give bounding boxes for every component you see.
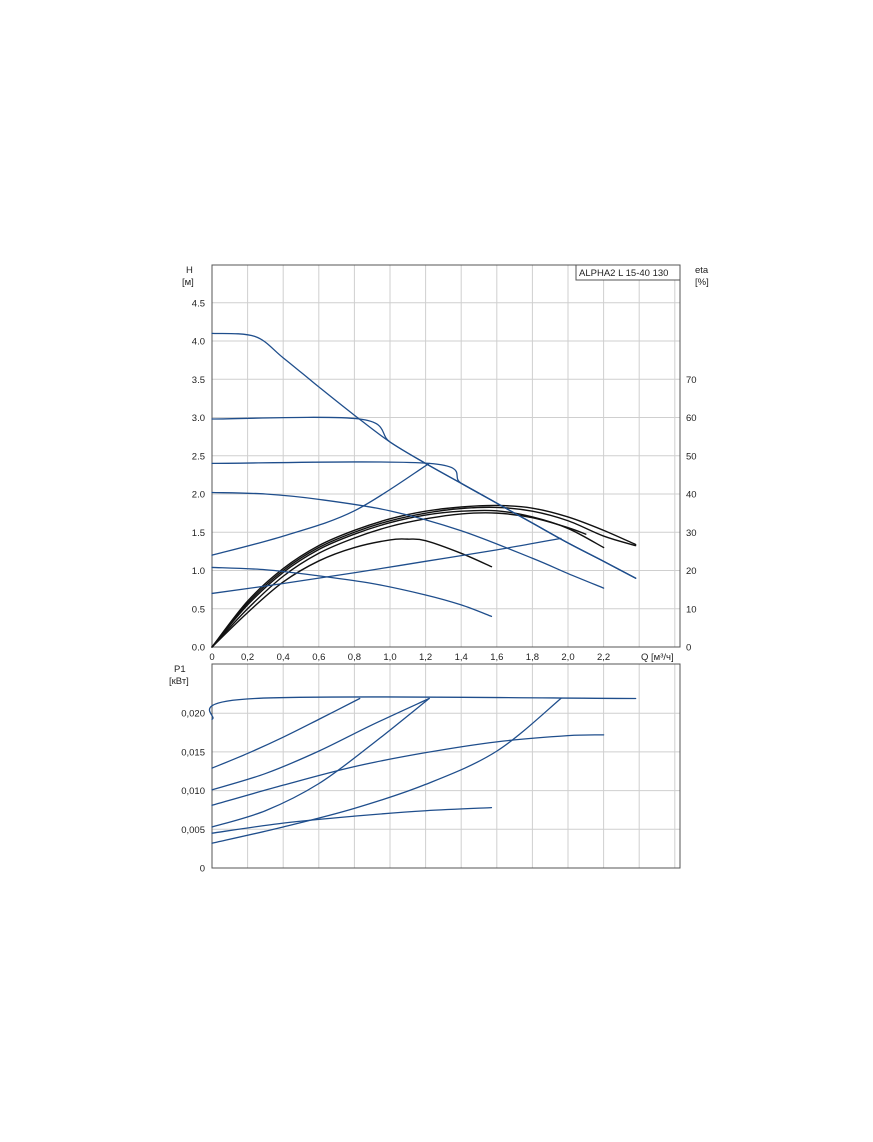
head-curve [211,461,637,579]
efficiency-curve [211,506,637,648]
model-label-box [575,264,681,281]
flow-tick-label: 2,2 [597,652,610,663]
flow-tick-label: 1,2 [419,652,432,663]
flow-tick-label: 1,0 [383,652,396,663]
power-curve [211,734,605,806]
flow-tick-label: 2,0 [561,652,574,663]
flow-tick-label: 0,4 [277,652,290,663]
head-tick-label: 2.5 [192,451,205,462]
eta-tick-label: 60 [686,413,697,424]
head-plot-frame [211,264,681,648]
head-tick-label: 1.0 [192,566,205,577]
power-tick-label: 0,010 [181,786,205,797]
power-curve [208,696,637,721]
flow-tick-label: 0,6 [312,652,325,663]
eta-axis-unit: [%] [695,277,709,288]
power-panel: 0 0,005 0,010 0,015 0,020 P1 [кВт] [169,663,681,875]
head-tick-labels: 0.0 0.5 1.0 1.5 2.0 2.5 3.0 3.5 4.0 4.5 0 10 20 30 40 5… [192,298,697,663]
power-plot-frame [211,663,681,869]
efficiency-curve [211,504,637,648]
flow-axis-label: Q [м³/ч] [641,652,674,663]
power-curve [211,697,430,791]
flow-tick-label: 0,8 [348,652,361,663]
head-axis-unit: [м] [182,277,194,288]
eta-tick-label: 50 [686,451,697,462]
head-tick-label: 1.5 [192,528,205,539]
power-curve [211,697,361,769]
head-tick-label: 3.0 [192,413,205,424]
power-curve [211,697,430,828]
head-tick-label: 2.0 [192,490,205,501]
power-curve [211,806,493,834]
head-curve [211,537,562,595]
efficiency-curve [211,538,493,648]
power-curve [211,697,562,844]
head-axis-label: H [186,265,193,276]
head-curve [211,416,637,579]
eta-tick-label: 0 [686,643,691,654]
flow-tick-label: 1,6 [490,652,503,663]
eta-tick-label: 10 [686,604,697,615]
power-axis-label: P1 [174,664,186,675]
eta-tick-label: 20 [686,566,697,577]
head-tick-label: 4.5 [192,298,205,309]
efficiency-curve [211,512,587,648]
power-tick-labels: 0 0,005 0,010 0,015 0,020 [181,709,205,875]
flow-tick-label: 1,8 [526,652,539,663]
head-curve [211,462,430,556]
head-curves [211,332,637,648]
power-axis-unit: [кВт] [169,676,189,687]
eta-tick-label: 30 [686,528,697,539]
eta-tick-label: 70 [686,375,697,386]
flow-tick-label: 0 [209,652,214,663]
power-tick-label: 0,020 [181,709,205,720]
power-tick-label: 0 [200,864,205,875]
power-grid [212,664,680,868]
head-curve [211,491,605,589]
eta-tick-label: 40 [686,490,697,501]
head-tick-label: 3.5 [192,375,205,386]
power-tick-label: 0,015 [181,747,205,758]
head-tick-label: 4.0 [192,337,205,348]
power-tick-label: 0,005 [181,825,205,836]
head-efficiency-panel: 0.0 0.5 1.0 1.5 2.0 2.5 3.0 3.5 4.0 4.5 0 10 20 30 40 5… [182,264,709,663]
head-tick-label: 0.0 [192,643,205,654]
flow-tick-label: 1,4 [455,652,468,663]
head-tick-label: 0.5 [192,604,205,615]
model-label: ALPHA2 L 15-40 130 [579,268,668,279]
head-curve [211,566,493,618]
power-curves [208,696,637,844]
eta-axis-label: eta [695,265,709,276]
head-grid [212,265,680,647]
flow-tick-label: 0,2 [241,652,254,663]
